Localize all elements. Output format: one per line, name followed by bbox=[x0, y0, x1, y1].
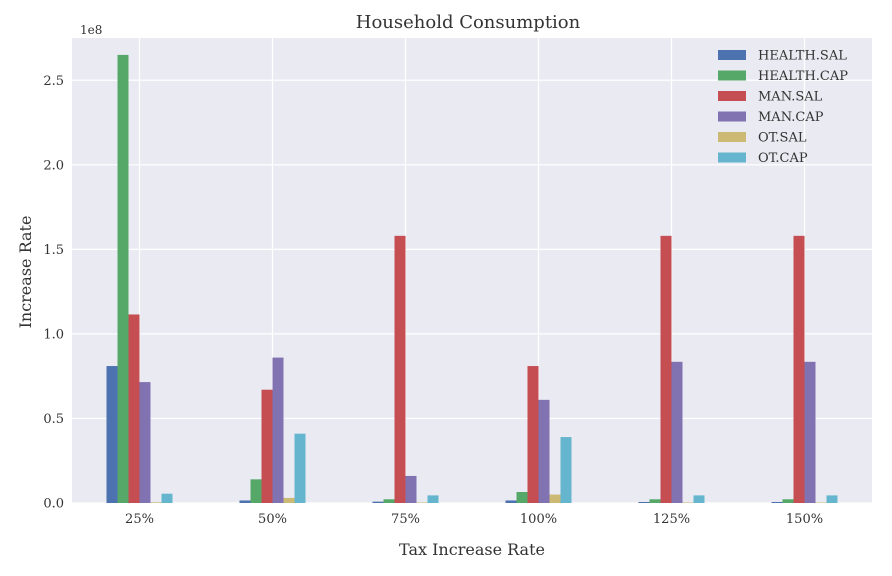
y-offset-text: 1e8 bbox=[80, 23, 102, 37]
bar-man-sal-1 bbox=[261, 389, 273, 503]
x-tick-labels: 25% 50% 75% 100% 125% 150% bbox=[125, 512, 823, 527]
bar-ot-sal-5 bbox=[815, 502, 827, 503]
plot-area bbox=[72, 38, 872, 503]
y-tick-label: 1.0 bbox=[43, 327, 64, 342]
x-tick-label: 75% bbox=[391, 512, 420, 527]
chart-title: Household Consumption bbox=[356, 12, 581, 33]
y-tick-label: 2.5 bbox=[43, 74, 64, 89]
legend-swatch bbox=[718, 111, 746, 122]
bar-ot-cap-4 bbox=[693, 495, 705, 503]
y-tick-label: 0.0 bbox=[43, 497, 64, 512]
legend-label: MAN.CAP bbox=[758, 110, 824, 125]
y-tick-label: 1.5 bbox=[43, 243, 64, 258]
bars bbox=[106, 54, 838, 504]
x-tick-label: 25% bbox=[125, 512, 154, 527]
legend-label: HEALTH.CAP bbox=[758, 69, 848, 84]
bar-ot-cap-3 bbox=[560, 437, 572, 503]
bar-ot-sal-4 bbox=[682, 502, 694, 503]
y-tick-labels: 0.0 0.5 1.0 1.5 2.0 2.5 bbox=[43, 74, 64, 512]
legend: HEALTH.SAL HEALTH.CAP MAN.SAL MAN.CAP OT.SAL… bbox=[718, 49, 848, 166]
bar-ot-sal-3 bbox=[549, 494, 561, 503]
legend-label: OT.SAL bbox=[758, 131, 807, 146]
bar-man-sal-0 bbox=[128, 314, 140, 503]
bar-health-cap-0 bbox=[117, 54, 129, 504]
x-axis-label: Tax Increase Rate bbox=[399, 540, 545, 559]
bar-ot-cap-5 bbox=[826, 495, 838, 503]
y-tick-label: 0.5 bbox=[43, 412, 64, 427]
bar-ot-sal-2 bbox=[416, 502, 428, 503]
legend-label: HEALTH.SAL bbox=[758, 49, 847, 64]
bar-man-cap-3 bbox=[538, 399, 550, 503]
bar-health-cap-4 bbox=[649, 499, 661, 503]
bar-health-sal-1 bbox=[239, 500, 251, 503]
legend-label: OT.CAP bbox=[758, 151, 808, 166]
bar-man-sal-5 bbox=[793, 235, 805, 503]
legend-swatch bbox=[718, 50, 746, 60]
bar-health-sal-5 bbox=[771, 501, 783, 503]
legend-swatch bbox=[718, 70, 746, 81]
bar-ot-sal-0 bbox=[150, 502, 162, 503]
bar-man-sal-2 bbox=[394, 235, 406, 503]
bar-health-sal-3 bbox=[505, 500, 517, 503]
x-tick-label: 100% bbox=[520, 512, 557, 527]
bar-ot-sal-1 bbox=[283, 497, 295, 503]
legend-swatch bbox=[718, 132, 746, 142]
bar-health-sal-4 bbox=[638, 501, 650, 503]
bar-health-cap-3 bbox=[516, 492, 528, 503]
y-axis-label: Increase Rate bbox=[16, 216, 35, 329]
legend-label: MAN.SAL bbox=[758, 90, 823, 105]
legend-swatch bbox=[718, 152, 746, 163]
bar-man-sal-4 bbox=[660, 235, 672, 503]
bar-health-cap-1 bbox=[250, 479, 262, 503]
bar-health-sal-0 bbox=[106, 366, 118, 503]
bar-man-cap-1 bbox=[272, 357, 284, 503]
y-tick-label: 2.0 bbox=[43, 158, 64, 173]
bar-health-sal-2 bbox=[372, 501, 384, 503]
bar-man-cap-0 bbox=[139, 382, 151, 503]
x-tick-label: 50% bbox=[258, 512, 287, 527]
legend-swatch bbox=[718, 91, 746, 101]
bar-man-cap-4 bbox=[671, 361, 683, 503]
x-tick-label: 125% bbox=[653, 512, 690, 527]
bar-man-sal-3 bbox=[527, 366, 539, 503]
bar-man-cap-2 bbox=[405, 475, 417, 503]
bar-ot-cap-2 bbox=[427, 495, 439, 503]
bar-ot-cap-0 bbox=[161, 493, 173, 503]
bar-ot-cap-1 bbox=[294, 433, 306, 503]
x-tick-label: 150% bbox=[786, 512, 823, 527]
bar-man-cap-5 bbox=[804, 361, 816, 503]
bar-health-cap-2 bbox=[383, 499, 395, 503]
bar-health-cap-5 bbox=[782, 499, 794, 503]
